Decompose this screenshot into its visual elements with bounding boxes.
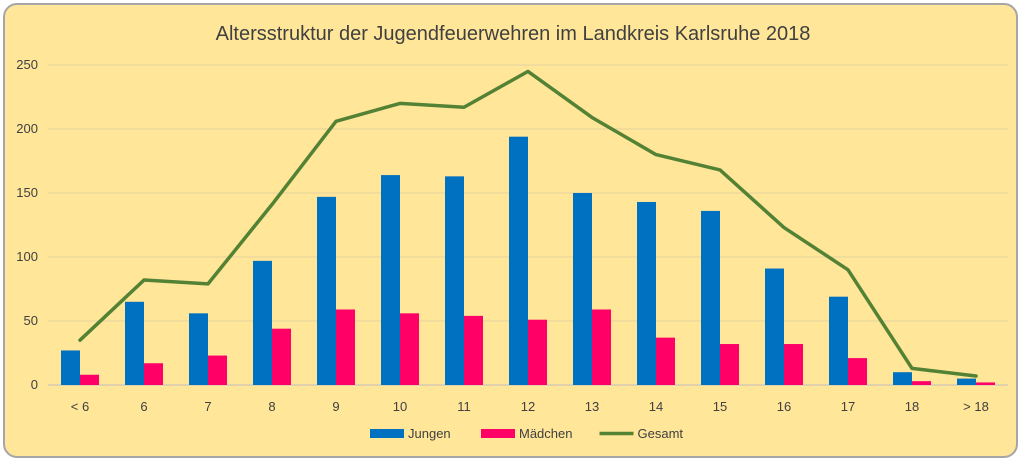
bar-jungen [765,268,784,385]
x-tick-label: 6 [140,399,147,414]
bar-jungen [701,210,720,385]
bar-mdchen [464,315,483,385]
x-tick-label: 11 [457,399,471,414]
legend-item: Mädchen [481,426,572,441]
bar-jungen [829,296,848,385]
bar-mdchen [144,363,163,385]
x-tick-label: 12 [521,399,535,414]
x-tick-label: 7 [204,399,211,414]
bar-mdchen [272,328,291,385]
bar-mdchen [336,309,355,385]
x-tick-label: < 6 [71,399,89,414]
y-tick-label: 0 [31,377,38,392]
x-tick-label: 10 [393,399,407,414]
bar-jungen [445,176,464,385]
legend-item: Jungen [370,426,451,441]
y-tick-label: 100 [16,249,38,264]
bar-mdchen [784,344,803,385]
legend-swatch [370,429,404,438]
chart-svg: Altersstruktur der Jugendfeuerwehren im … [16,23,1008,441]
x-tick-label: 16 [777,399,791,414]
line-gesamt [78,69,978,378]
bar-mdchen [720,344,739,385]
chart-frame: Altersstruktur der Jugendfeuerwehren im … [3,3,1018,458]
bar-mdchen [976,382,995,385]
bar-jungen [61,350,80,385]
legend: Jungen Mädchen Gesamt [370,426,683,441]
y-tick-label: 150 [16,185,38,200]
bar-jungen [509,136,528,385]
bar-mdchen [592,309,611,385]
bar-jungen [573,193,592,385]
y-tick-label: 50 [24,313,38,328]
bar-jungen [893,372,912,385]
x-tick-label: 13 [585,399,599,414]
x-tick-label: 9 [332,399,339,414]
bar-mdchen [80,374,99,385]
total-line [78,69,978,378]
x-axis: < 6 6 7 8 9 10 11 12 13 14 15 16 17 18 > 18 [71,399,989,414]
x-tick-label: 17 [841,399,855,414]
bar-jungen [253,260,272,385]
bars [61,136,995,385]
bar-mdchen [208,355,227,385]
y-tick-label: 200 [16,121,38,136]
x-tick-label: 18 [905,399,919,414]
bar-mdchen [848,358,867,385]
legend-label: Mädchen [519,426,572,441]
y-tick-label: 250 [16,57,38,72]
legend-swatch [481,429,515,438]
bar-jungen [957,378,976,385]
x-tick-label: > 18 [963,399,989,414]
y-axis: 0 50 100 150 200 250 [16,57,38,392]
bar-jungen [125,301,144,385]
chart-title: Altersstruktur der Jugendfeuerwehren im … [216,23,811,45]
x-tick-label: 15 [713,399,727,414]
legend-label: Jungen [408,426,451,441]
bar-jungen [637,201,656,385]
x-tick-label: 14 [649,399,663,414]
bar-mdchen [656,337,675,385]
bar-jungen [317,196,336,385]
bar-mdchen [528,319,547,385]
bar-jungen [189,313,208,385]
bar-jungen [381,175,400,385]
legend-item: Gesamt [599,426,684,441]
x-tick-label: 8 [268,399,275,414]
bar-mdchen [912,381,931,385]
bar-mdchen [400,313,419,385]
legend-label: Gesamt [638,426,684,441]
